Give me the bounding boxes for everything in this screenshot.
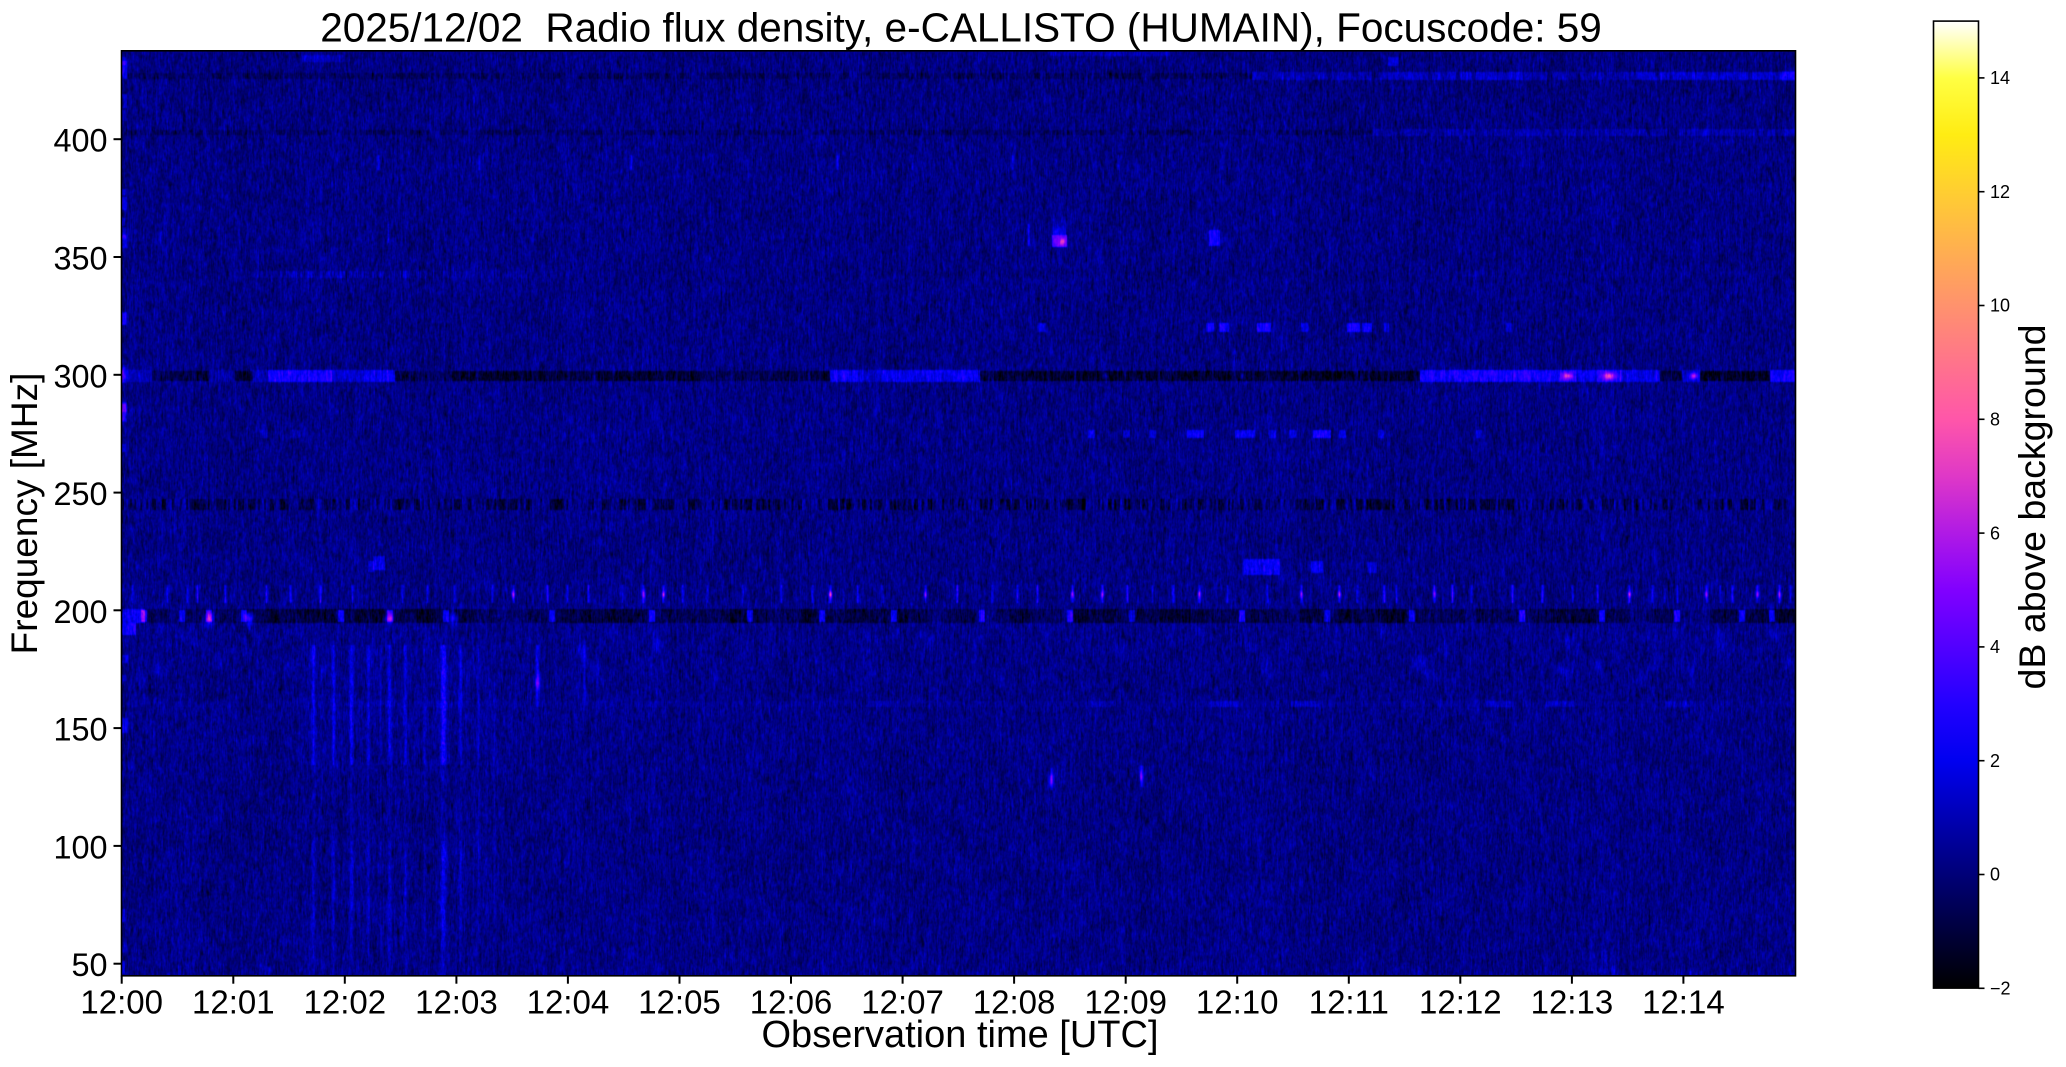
- svg-text:Observation time [UTC]: Observation time [UTC]: [762, 1014, 1159, 1056]
- svg-text:14: 14: [1990, 68, 2010, 88]
- svg-text:−2: −2: [1990, 979, 2011, 999]
- svg-text:12:05: 12:05: [638, 984, 721, 1021]
- svg-text:12:11: 12:11: [1309, 984, 1389, 1021]
- svg-text:250: 250: [53, 476, 107, 512]
- svg-text:12:03: 12:03: [415, 984, 498, 1021]
- svg-text:dB above background: dB above background: [2011, 325, 2053, 690]
- svg-text:12:01: 12:01: [192, 984, 275, 1021]
- svg-text:12:09: 12:09: [1084, 984, 1167, 1021]
- svg-text:12:14: 12:14: [1642, 984, 1725, 1021]
- svg-text:12:04: 12:04: [527, 984, 610, 1021]
- svg-text:12: 12: [1990, 182, 2010, 202]
- svg-text:12:02: 12:02: [304, 984, 387, 1021]
- svg-text:12:10: 12:10: [1196, 984, 1279, 1021]
- svg-text:50: 50: [71, 947, 107, 983]
- svg-text:8: 8: [1990, 410, 2000, 430]
- svg-text:350: 350: [53, 241, 107, 277]
- svg-text:2: 2: [1990, 751, 2000, 771]
- svg-text:12:12: 12:12: [1419, 984, 1502, 1021]
- svg-text:12:06: 12:06: [750, 984, 833, 1021]
- svg-text:Frequency [MHz]: Frequency [MHz]: [4, 373, 45, 655]
- svg-text:10: 10: [1990, 296, 2010, 316]
- svg-text:12:00: 12:00: [80, 984, 163, 1021]
- svg-text:300: 300: [53, 358, 107, 394]
- svg-text:6: 6: [1990, 523, 2000, 543]
- svg-text:100: 100: [53, 829, 107, 865]
- svg-text:200: 200: [53, 594, 107, 630]
- svg-text:12:08: 12:08: [973, 984, 1056, 1021]
- svg-text:400: 400: [53, 123, 107, 159]
- svg-text:0: 0: [1990, 865, 2000, 885]
- svg-text:150: 150: [53, 712, 107, 748]
- svg-text:4: 4: [1990, 637, 2000, 657]
- svg-text:12:07: 12:07: [861, 984, 944, 1021]
- svg-text:2025/12/02 Radio flux density: 2025/12/02 Radio flux density, e-CALLIST…: [320, 4, 1602, 50]
- svg-text:12:13: 12:13: [1531, 984, 1614, 1021]
